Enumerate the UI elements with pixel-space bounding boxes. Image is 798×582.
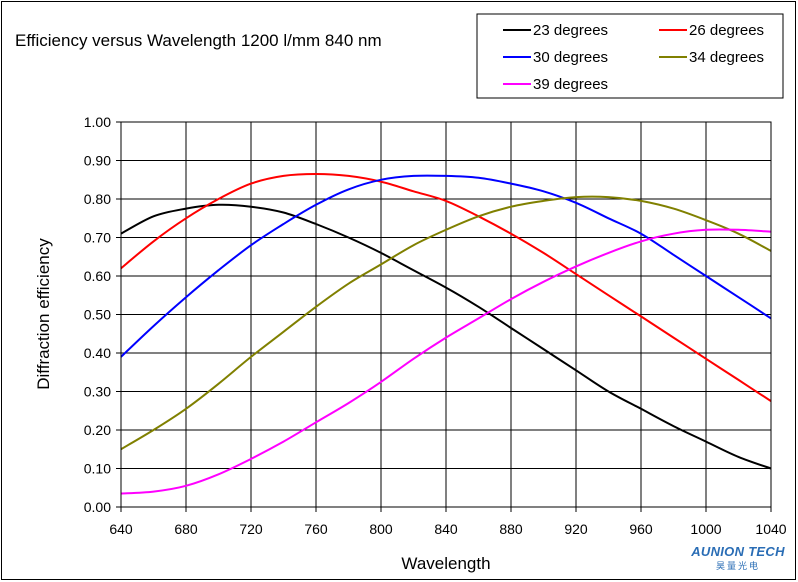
x-tick-label: 920 <box>564 521 588 537</box>
y-axis-label: Diffraction efficiency <box>34 238 53 390</box>
y-tick-label: 0.90 <box>84 153 111 169</box>
brand-logo-text: AUNION TECH <box>691 544 785 559</box>
y-tick-label: 0.00 <box>84 499 111 515</box>
legend-label: 26 degrees <box>689 22 764 39</box>
brand-logo-subtext: 昊量光电 <box>715 561 760 571</box>
y-tick-label: 1.00 <box>84 114 111 130</box>
series-line-26-degrees <box>120 172 772 402</box>
plot-area <box>120 121 772 508</box>
series-line-30-degrees <box>120 174 772 358</box>
series-lines <box>120 172 772 495</box>
legend-label: 30 degrees <box>533 49 608 66</box>
x-axis-ticks: 640 680 720 760 800 840 880 920 960 1000 1040 <box>109 507 787 537</box>
x-tick-label: 840 <box>434 521 458 537</box>
brand-logo: AUNION TECH 昊量光电 <box>688 545 788 573</box>
series-line-39-degrees <box>120 228 772 495</box>
y-axis-ticks: 0.00 0.10 0.20 0.30 0.40 0.50 0.60 0.70 0.80 0.90… <box>84 114 121 515</box>
y-tick-label: 0.10 <box>84 461 111 477</box>
chart-title: Efficiency versus Wavelength 1200 l/mm 8… <box>15 31 382 50</box>
grid <box>120 121 772 508</box>
x-tick-label: 800 <box>369 521 393 537</box>
legend-label: 39 degrees <box>533 76 608 93</box>
x-tick-label: 1000 <box>690 521 721 537</box>
series-line-23-degrees <box>120 203 772 470</box>
y-tick-label: 0.40 <box>84 345 111 361</box>
y-tick-label: 0.80 <box>84 191 111 207</box>
x-tick-label: 680 <box>174 521 198 537</box>
y-tick-label: 0.60 <box>84 268 111 284</box>
x-tick-label: 760 <box>304 521 328 537</box>
legend-label: 23 degrees <box>533 22 608 39</box>
x-tick-label: 960 <box>629 521 653 537</box>
x-axis-label: Wavelength <box>401 554 490 573</box>
y-tick-label: 0.50 <box>84 307 111 323</box>
legend: 23 degrees 26 degrees 30 degrees 34 degrees… <box>476 13 784 99</box>
legend-label: 34 degrees <box>689 49 764 66</box>
x-tick-label: 880 <box>499 521 523 537</box>
y-tick-label: 0.30 <box>84 384 111 400</box>
y-tick-label: 0.70 <box>84 230 111 246</box>
y-tick-label: 0.20 <box>84 422 111 438</box>
x-tick-label: 720 <box>239 521 263 537</box>
series-line-34-degrees <box>120 195 772 451</box>
x-tick-label: 640 <box>109 521 133 537</box>
x-tick-label: 1040 <box>755 521 786 537</box>
